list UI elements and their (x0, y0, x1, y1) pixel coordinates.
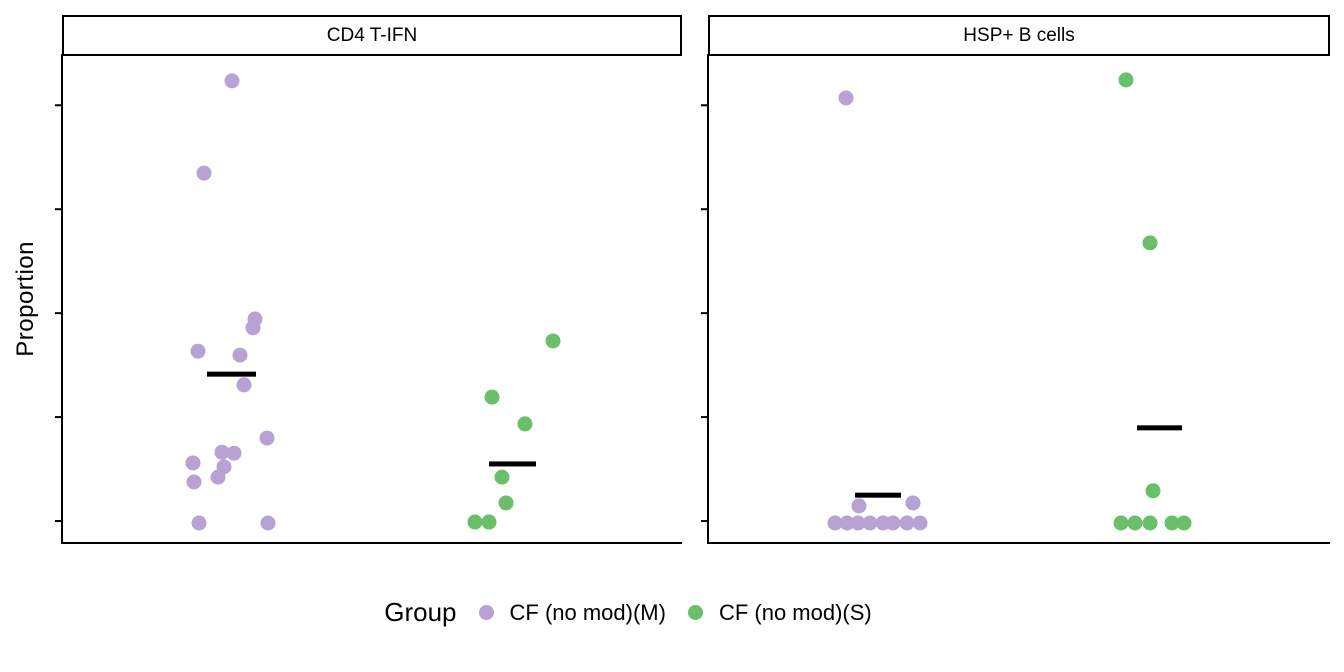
data-point (827, 515, 843, 531)
data-point (1164, 515, 1180, 531)
legend-entry-m: CF (no mod)(M) (478, 599, 666, 626)
legend-label: CF (no mod)(M) (509, 599, 666, 625)
data-point (260, 515, 276, 531)
data-point (190, 343, 206, 359)
data-point (185, 455, 201, 471)
data-point (851, 498, 867, 514)
data-point (899, 515, 915, 531)
data-point (226, 445, 242, 461)
legend: Group CF (no mod)(M) CF (no mod)(S) (0, 597, 1344, 628)
data-point (850, 515, 866, 531)
legend-dot-green-icon (687, 605, 703, 620)
data-point (481, 514, 497, 530)
data-point (498, 495, 514, 511)
data-point (259, 430, 275, 446)
data-point (191, 515, 207, 531)
data-point (1127, 515, 1143, 531)
facet-strip-cd4-t-ifn: CD4 T-IFN (62, 15, 682, 56)
legend-entry-s: CF (no mod)(S) (687, 599, 872, 626)
data-point (545, 333, 561, 349)
data-point (214, 444, 230, 460)
data-point (912, 515, 928, 531)
data-point (210, 469, 226, 485)
legend-dot-purple-icon (478, 605, 494, 620)
data-point (494, 469, 510, 485)
data-point (186, 474, 202, 490)
data-point (467, 514, 483, 530)
legend-title: Group (384, 597, 457, 627)
mean-bar (1137, 425, 1182, 431)
data-point (224, 73, 240, 89)
data-point (1145, 483, 1161, 499)
data-point (1142, 515, 1158, 531)
data-point (196, 165, 212, 181)
mean-bar (489, 461, 536, 467)
data-point (905, 495, 921, 511)
data-point (484, 389, 500, 405)
data-point (517, 416, 533, 432)
facet-strip-hsp-b-cells: HSP+ B cells (708, 15, 1330, 56)
data-point (862, 515, 878, 531)
data-point (1176, 515, 1192, 531)
data-point (245, 320, 261, 336)
data-point (236, 377, 252, 393)
data-point (1118, 72, 1134, 88)
data-point (232, 347, 248, 363)
plot-canvas (55, 54, 1330, 544)
facet-strip-title: HSP+ B cells (963, 24, 1075, 46)
data-point (838, 90, 854, 106)
legend-label: CF (no mod)(S) (718, 599, 872, 625)
data-point (885, 515, 901, 531)
data-point (1113, 515, 1129, 531)
facet-strip-title: CD4 T-IFN (326, 24, 418, 46)
data-point (1142, 235, 1158, 251)
mean-bar (855, 492, 901, 498)
data-point (839, 515, 855, 531)
mean-bar (207, 371, 256, 377)
